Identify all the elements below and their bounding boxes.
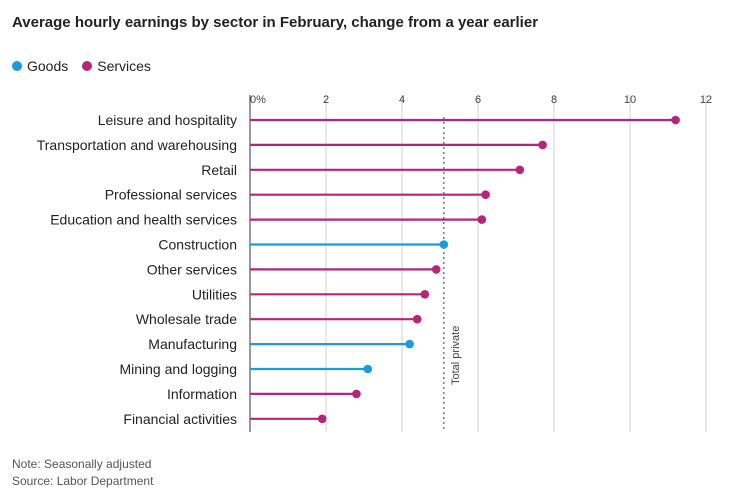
x-tick-label: 4: [399, 94, 405, 106]
lollipop-point: [481, 190, 490, 199]
x-tick-label: 10: [624, 94, 636, 106]
x-tick-label: 12: [700, 94, 712, 106]
legend-dot-services: [82, 61, 93, 71]
lollipop-point: [317, 414, 327, 424]
category-label: Information: [167, 386, 237, 402]
category-label: Retail: [201, 162, 237, 178]
category-label: Other services: [147, 261, 237, 277]
x-tick-label: 2: [323, 94, 329, 106]
legend-item-services: Services: [82, 58, 151, 74]
lollipop-point: [515, 165, 525, 175]
lollipop-point: [412, 314, 422, 324]
category-label: Transportation and warehousing: [37, 137, 237, 153]
category-label: Financial activities: [123, 411, 237, 427]
x-tick-label: 6: [475, 94, 481, 106]
lollipop-point: [538, 140, 547, 150]
x-tick-label: 0%: [250, 94, 266, 106]
category-label: Mining and logging: [119, 361, 237, 377]
category-label: Education and health services: [50, 212, 237, 228]
lollipop-point: [439, 240, 449, 249]
chart-title: Average hourly earnings by sector in Feb…: [12, 14, 539, 31]
lollipop-point: [477, 215, 487, 224]
lollipop-point: [420, 290, 430, 299]
lollipop-point: [405, 339, 414, 349]
chart-note: Note: Seasonally adjusted: [12, 457, 152, 471]
reference-line-label: Total private: [450, 326, 462, 385]
legend-dot-goods: [12, 61, 22, 71]
lollipop-point: [671, 115, 680, 125]
category-label: Construction: [158, 237, 237, 253]
category-label: Utilities: [192, 286, 237, 302]
category-label: Wholesale trade: [136, 311, 237, 327]
lollipop-point: [431, 265, 441, 274]
legend-label-goods: Goods: [27, 58, 69, 74]
category-label: Manufacturing: [148, 336, 237, 352]
legend: Goods Services: [12, 58, 165, 74]
chart-source: Source: Labor Department: [12, 474, 154, 488]
x-tick-label: 8: [551, 94, 557, 106]
legend-label-services: Services: [97, 58, 151, 74]
lollipop-point: [352, 389, 361, 399]
lollipop-point: [363, 364, 373, 374]
category-label: Leisure and hospitality: [98, 112, 237, 128]
legend-item-goods: Goods: [12, 58, 68, 74]
category-label: Professional services: [105, 187, 237, 203]
